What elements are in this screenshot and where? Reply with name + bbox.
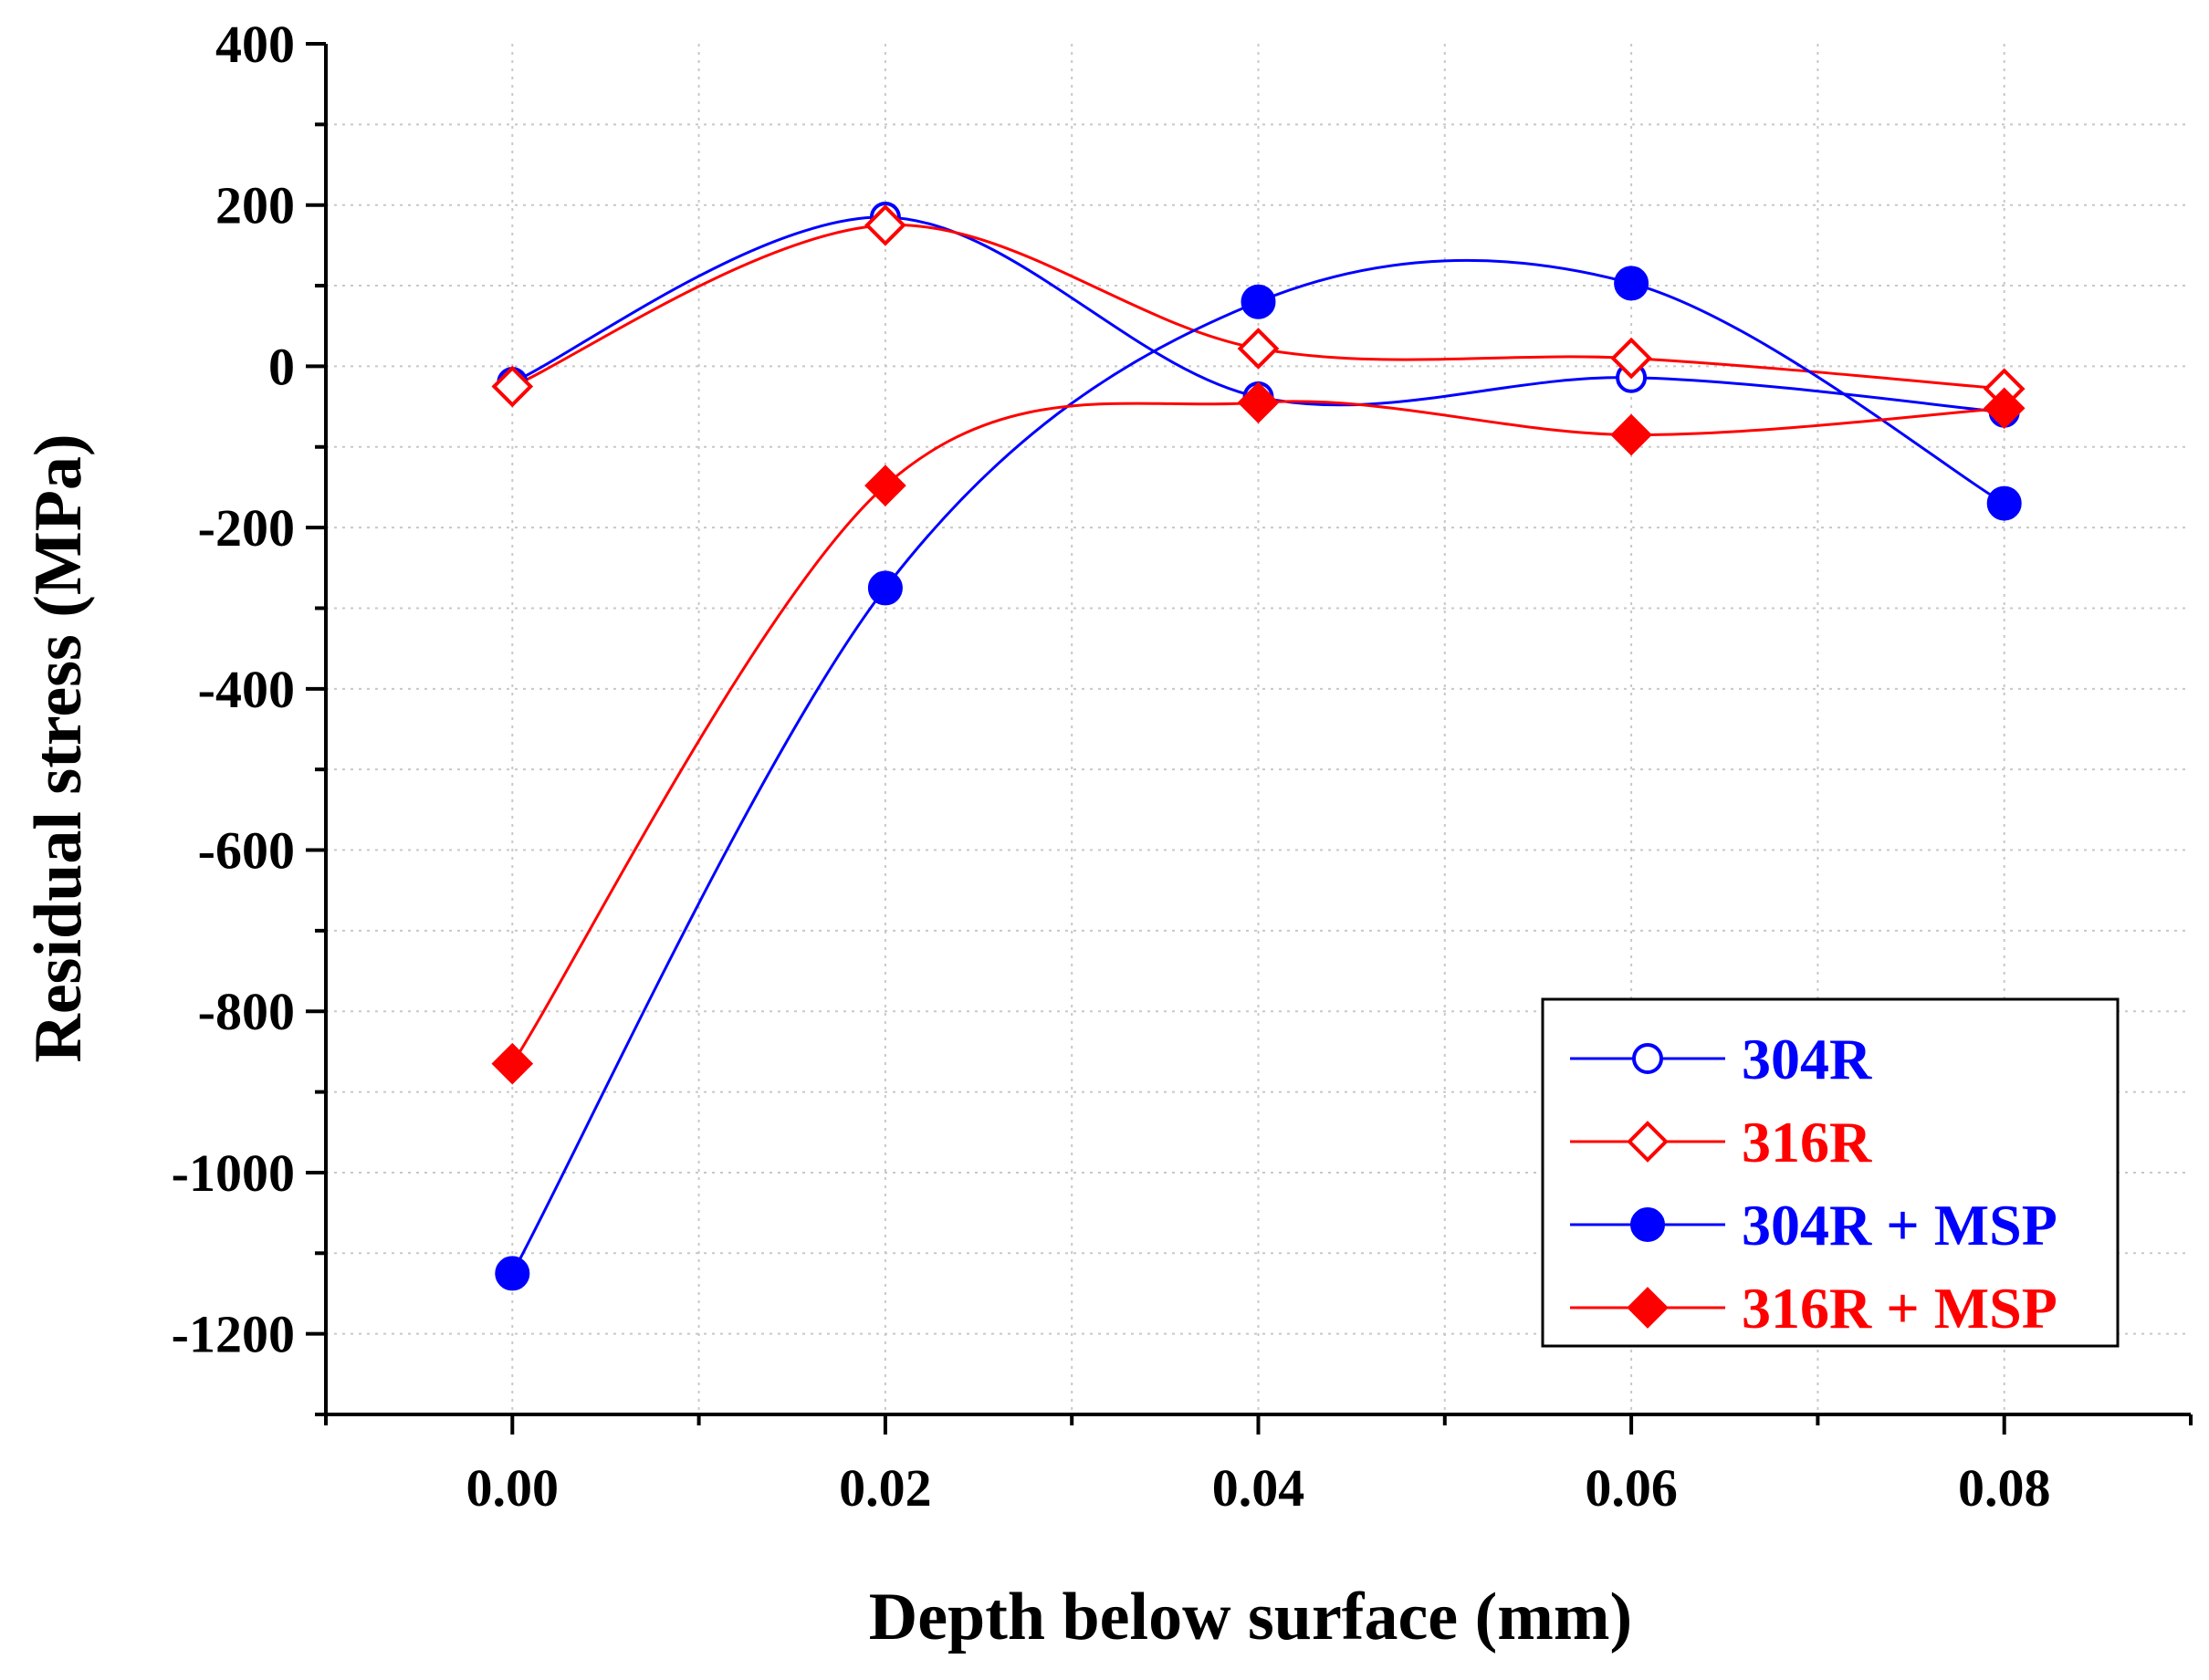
data-point	[1610, 337, 1652, 380]
y-tick-label: -200	[198, 498, 295, 558]
data-point	[1610, 413, 1652, 456]
legend-marker	[1627, 1287, 1669, 1329]
axes: 400 200 0 -200 -400 -600 -800 -1000 -1200 0.00 0.0…	[172, 15, 2193, 1518]
data-point	[867, 570, 903, 606]
legend-label: 316R	[1742, 1110, 1872, 1174]
x-axis-label: Depth below surface (mm)	[869, 1580, 1632, 1654]
y-tick-label: -800	[198, 982, 295, 1041]
data-point	[864, 203, 906, 246]
legend-label: 304R + MSP	[1742, 1193, 2057, 1257]
y-axis-label: Residual stress (MPa)	[21, 433, 96, 1062]
data-point	[491, 1042, 534, 1085]
legend-label: 304R	[1742, 1027, 1872, 1091]
x-tick-label: 0.00	[466, 1458, 560, 1518]
legend-label: 316R + MSP	[1742, 1276, 2057, 1341]
data-point	[1614, 266, 1649, 301]
data-point	[1241, 284, 1276, 319]
data-point	[864, 464, 906, 507]
y-tick-label: 200	[215, 176, 295, 235]
data-point	[1983, 387, 2026, 430]
y-tick-label: -1200	[172, 1305, 295, 1364]
series-markers	[491, 201, 2026, 1291]
x-tick-label: 0.02	[839, 1458, 932, 1518]
y-tick-label: -600	[198, 821, 295, 881]
y-tick-label: -400	[198, 660, 295, 719]
series-line	[511, 400, 2005, 1065]
data-point	[491, 365, 534, 408]
data-point	[1986, 485, 2022, 521]
legend-marker	[1632, 1043, 1663, 1074]
legend: 304R 316R 304R + MSP 316R + MSP	[1541, 997, 2120, 1348]
legend-marker	[1630, 1207, 1665, 1242]
x-tick-label: 0.06	[1585, 1458, 1678, 1518]
y-tick-label: 400	[215, 15, 295, 74]
data-point	[1237, 328, 1280, 370]
y-tick-label: 0	[268, 337, 295, 396]
x-tick-label: 0.08	[1958, 1458, 2051, 1518]
y-tick-label: -1000	[172, 1143, 295, 1203]
series-line	[510, 258, 2005, 1275]
x-tick-label: 0.04	[1212, 1458, 1305, 1518]
legend-marker	[1627, 1121, 1669, 1163]
data-point	[495, 1256, 530, 1291]
data-point	[1237, 381, 1280, 423]
